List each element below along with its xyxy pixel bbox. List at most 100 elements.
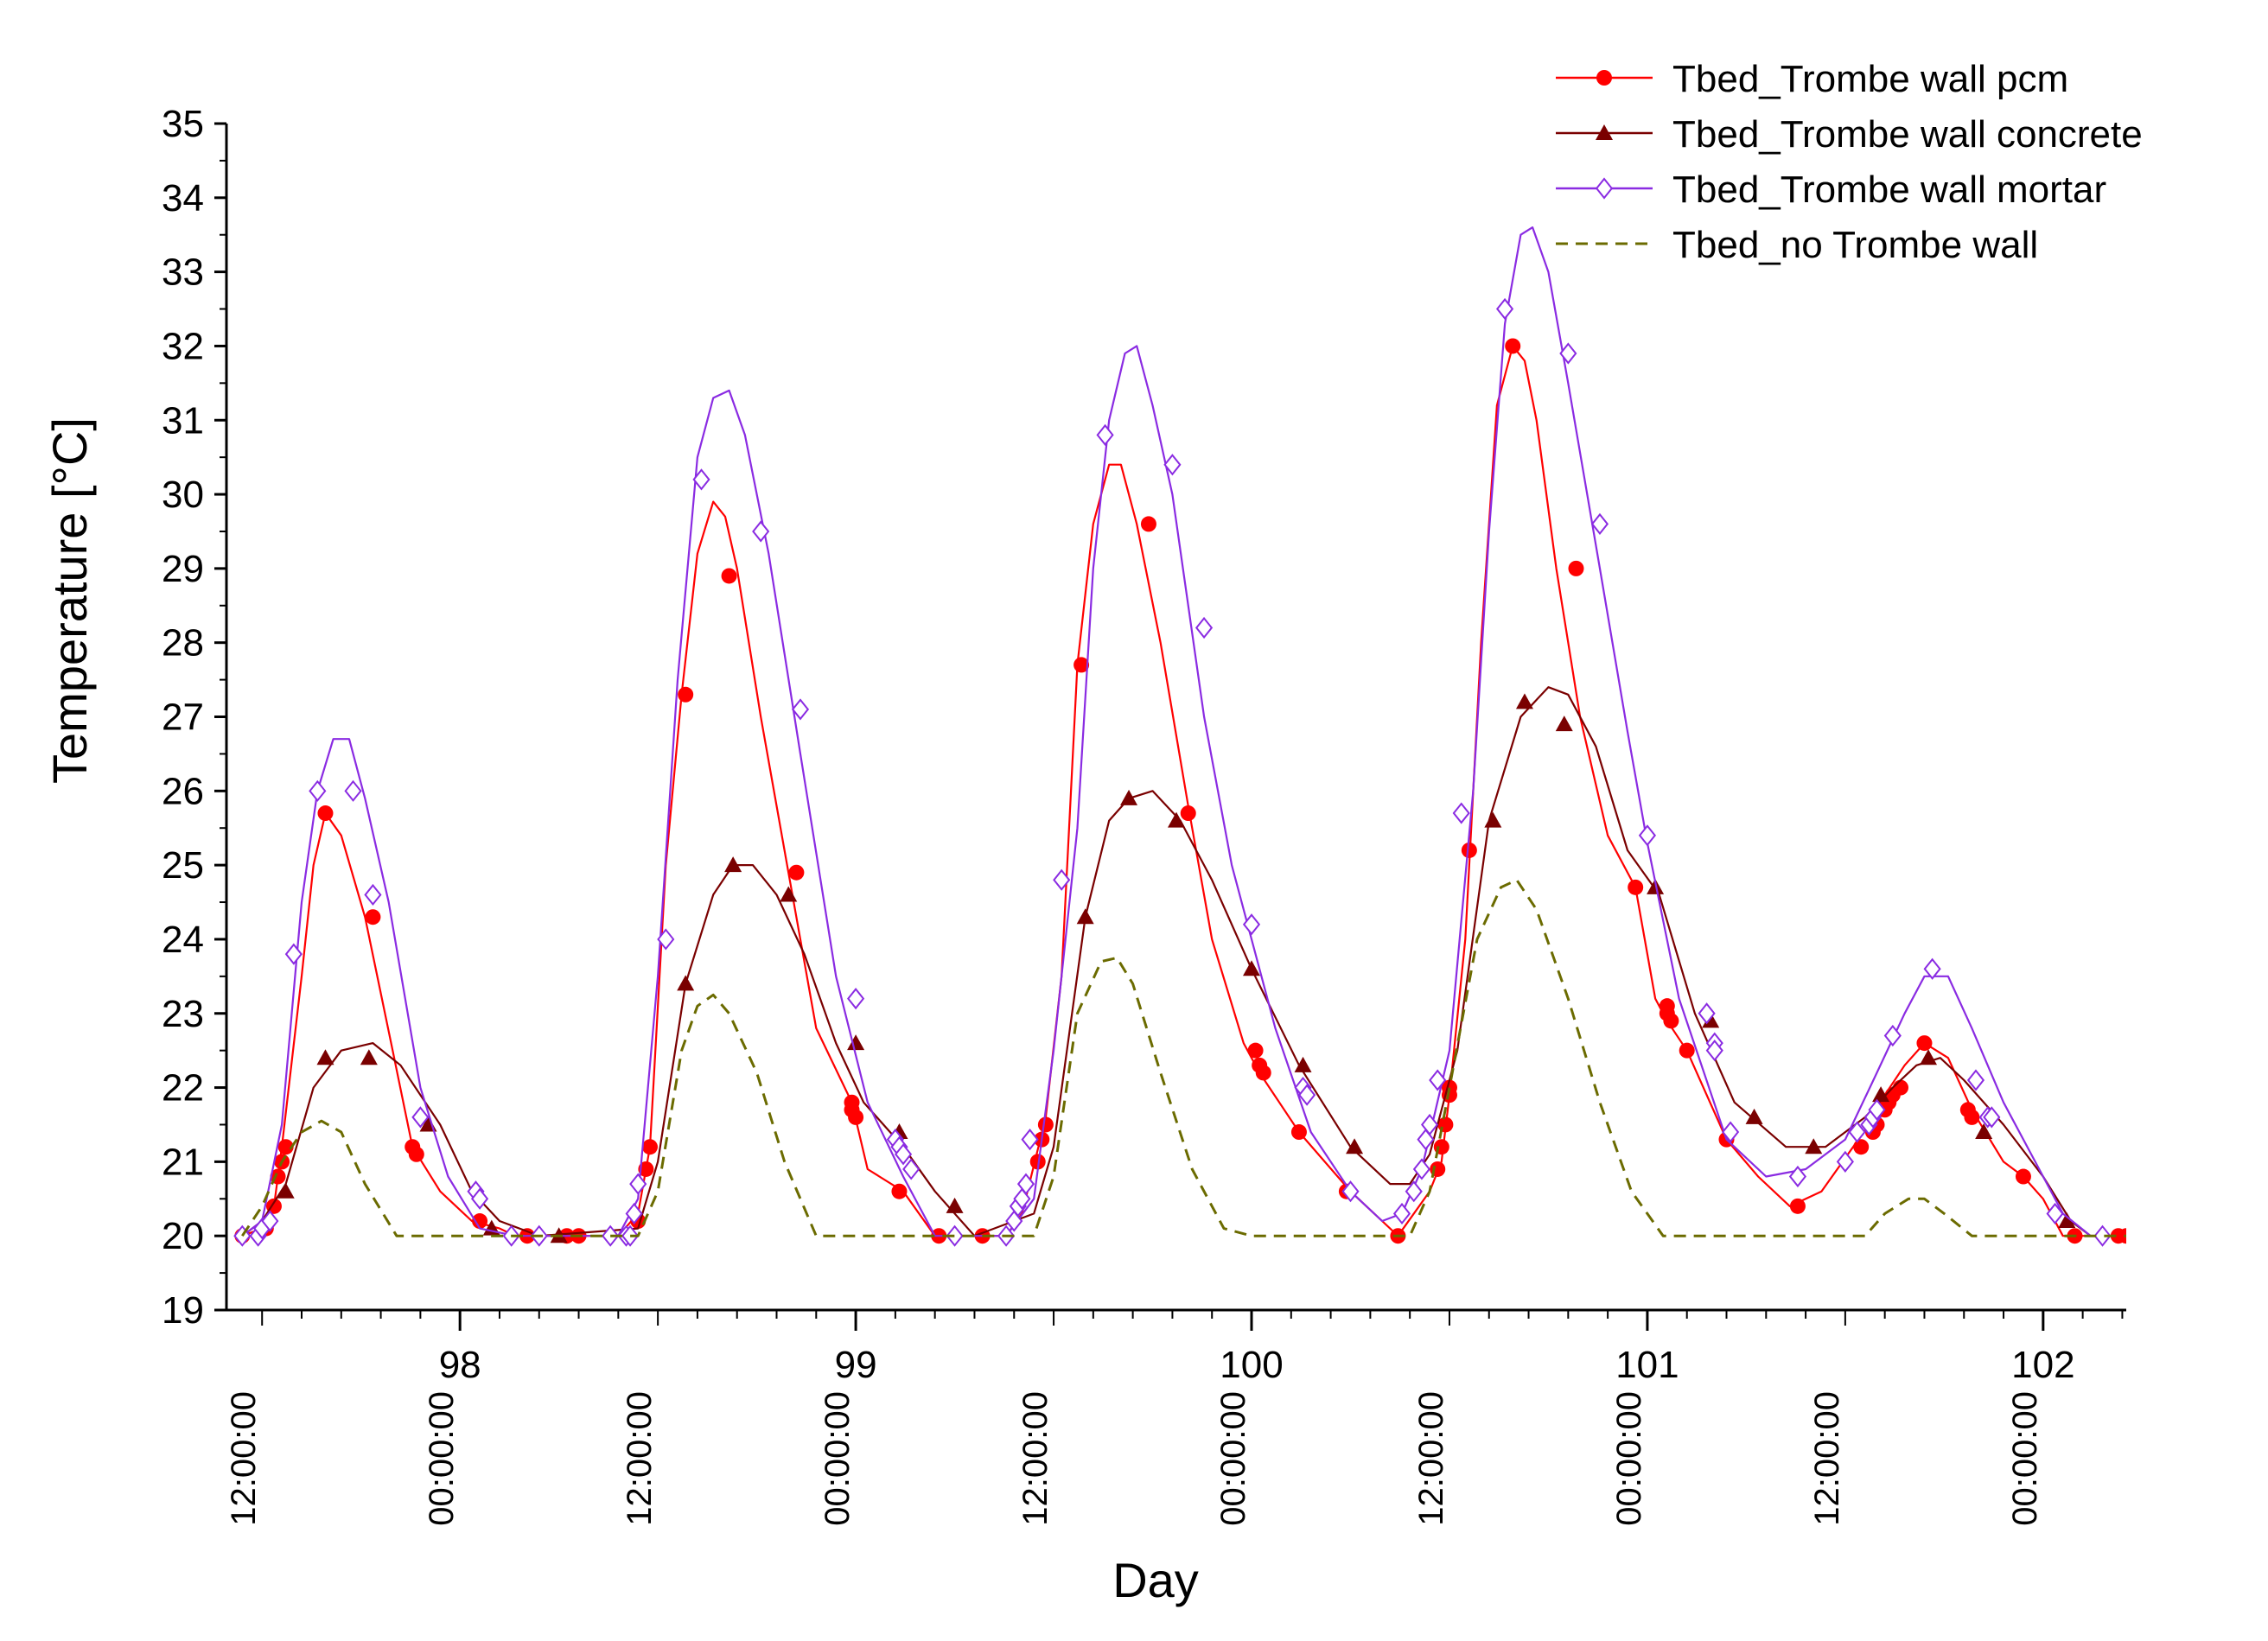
data-point bbox=[1255, 1065, 1271, 1081]
data-point bbox=[1788, 1165, 1807, 1188]
data-point bbox=[365, 909, 381, 925]
x-time-label: 12:00:00 bbox=[225, 1391, 263, 1526]
y-tick-label: 30 bbox=[162, 474, 204, 516]
data-point bbox=[1515, 693, 1533, 709]
series-line bbox=[241, 226, 2092, 1237]
data-point bbox=[724, 856, 742, 873]
data-point bbox=[847, 1034, 865, 1051]
data-point bbox=[1596, 124, 1613, 140]
data-point bbox=[1596, 70, 1612, 86]
data-point bbox=[1848, 1121, 1866, 1143]
data-point bbox=[752, 520, 770, 543]
data-point bbox=[1868, 1098, 1886, 1121]
data-point bbox=[1916, 1035, 1933, 1052]
data-point bbox=[1966, 1069, 1985, 1091]
y-tick-label: 31 bbox=[162, 399, 204, 442]
y-tick-label: 21 bbox=[162, 1141, 204, 1183]
data-point bbox=[1168, 811, 1185, 828]
data-point bbox=[847, 987, 865, 1010]
legend-label: Tbed_Trombe wall pcm bbox=[1672, 58, 2068, 100]
x-tick-label: 101 bbox=[1615, 1344, 1679, 1386]
series-line bbox=[241, 345, 2126, 1237]
data-point bbox=[1505, 338, 1521, 354]
data-point bbox=[1037, 1116, 1054, 1133]
data-point bbox=[1076, 908, 1094, 925]
data-point bbox=[1975, 1123, 1993, 1140]
data-point bbox=[364, 883, 382, 906]
data-point bbox=[721, 568, 737, 584]
data-point bbox=[2118, 1228, 2126, 1244]
x-time-label: 12:00:00 bbox=[621, 1391, 659, 1526]
legend-label: Tbed_Trombe wall concrete bbox=[1672, 113, 2143, 156]
y-tick-label: 23 bbox=[162, 993, 204, 1035]
data-point bbox=[1983, 1106, 2001, 1129]
data-point bbox=[1437, 1116, 1454, 1133]
data-point bbox=[1429, 1069, 1447, 1091]
data-point bbox=[1883, 1024, 1902, 1047]
series-2 bbox=[233, 226, 2112, 1247]
y-tick-label: 20 bbox=[162, 1215, 204, 1257]
x-time-label: 00:00:00 bbox=[1214, 1391, 1252, 1526]
series-3 bbox=[241, 878, 2126, 1237]
y-axis-title: Temperature [°C] bbox=[42, 417, 97, 784]
data-point bbox=[1923, 957, 1941, 980]
data-point bbox=[411, 1106, 430, 1129]
data-point bbox=[1180, 805, 1196, 822]
data-point bbox=[1298, 1084, 1316, 1106]
data-point bbox=[1698, 1002, 1716, 1025]
data-point bbox=[1628, 879, 1644, 895]
data-point bbox=[1016, 1173, 1035, 1195]
y-tick-label: 26 bbox=[162, 770, 204, 812]
x-time-label: 12:00:00 bbox=[1016, 1391, 1054, 1526]
data-point bbox=[408, 1146, 424, 1162]
y-tick-label: 32 bbox=[162, 325, 204, 367]
data-point bbox=[284, 943, 303, 965]
x-time-label: 00:00:00 bbox=[1610, 1391, 1648, 1526]
data-point bbox=[1663, 1013, 1679, 1029]
data-point bbox=[894, 1143, 913, 1166]
data-point bbox=[1096, 423, 1114, 447]
y-tick-label: 28 bbox=[162, 622, 204, 665]
data-point bbox=[791, 698, 810, 721]
data-point bbox=[317, 805, 334, 822]
data-point bbox=[1140, 516, 1156, 532]
y-tick-label: 33 bbox=[162, 251, 204, 294]
x-tick-label: 100 bbox=[1220, 1344, 1283, 1386]
data-point bbox=[470, 1187, 489, 1210]
data-point bbox=[1892, 1079, 1908, 1096]
data-point bbox=[946, 1197, 964, 1213]
data-point bbox=[641, 1139, 658, 1155]
data-point bbox=[946, 1224, 964, 1247]
data-point bbox=[1705, 1040, 1723, 1062]
data-point bbox=[692, 468, 710, 491]
data-point bbox=[621, 1224, 640, 1247]
data-point bbox=[1722, 1121, 1740, 1143]
data-point bbox=[1789, 1198, 1806, 1214]
data-point bbox=[309, 779, 327, 802]
data-point bbox=[277, 1139, 294, 1155]
data-point bbox=[1405, 1180, 1423, 1203]
data-point bbox=[1495, 297, 1514, 321]
data-point bbox=[629, 1173, 647, 1195]
data-point bbox=[1920, 1049, 1938, 1065]
x-time-label: 12:00:00 bbox=[1412, 1391, 1450, 1526]
y-tick-label: 24 bbox=[162, 919, 204, 961]
data-point bbox=[1029, 1154, 1046, 1170]
x-tick-label: 98 bbox=[439, 1344, 481, 1386]
data-point bbox=[1412, 1158, 1430, 1180]
data-point bbox=[1247, 1042, 1264, 1059]
legend: Tbed_Trombe wall pcm Tbed_Trombe wall con… bbox=[1556, 58, 2143, 266]
data-point bbox=[1702, 1012, 1720, 1028]
data-point bbox=[472, 1213, 488, 1230]
series-layer bbox=[233, 226, 2126, 1247]
data-point bbox=[1964, 1109, 1980, 1125]
data-point bbox=[1195, 616, 1214, 639]
data-point bbox=[1290, 1124, 1307, 1141]
legend-label: Tbed_Trombe wall mortar bbox=[1672, 169, 2106, 211]
data-point bbox=[316, 1049, 334, 1065]
data-point bbox=[277, 1182, 295, 1199]
y-tick-label: 25 bbox=[162, 844, 204, 887]
y-tick-label: 29 bbox=[162, 548, 204, 590]
data-point bbox=[1294, 1056, 1312, 1072]
